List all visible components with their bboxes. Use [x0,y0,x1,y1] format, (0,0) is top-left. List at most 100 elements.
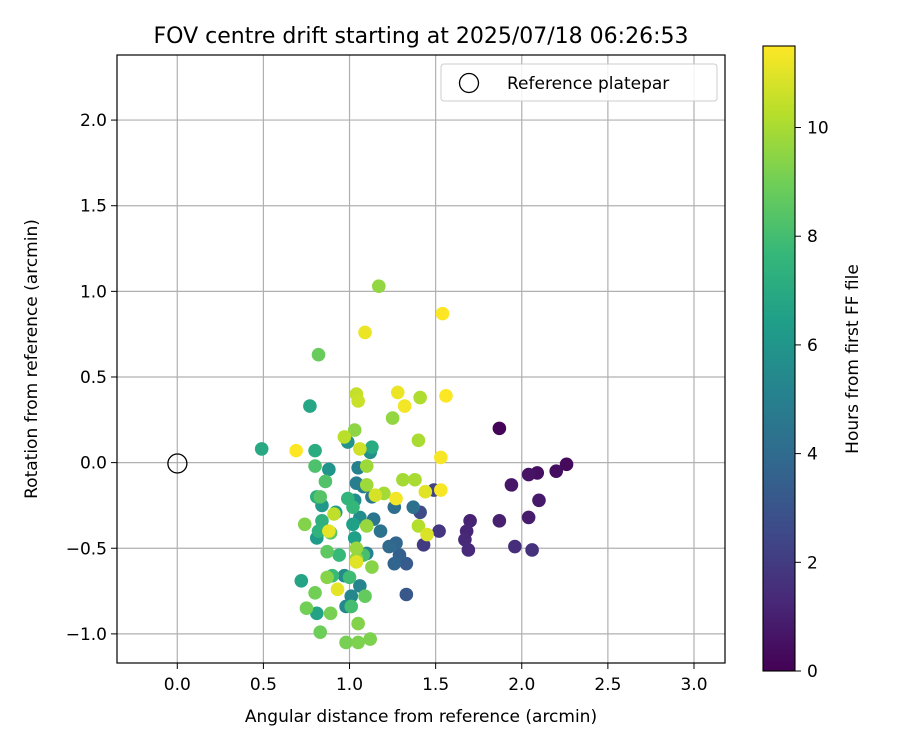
y-tick-label: 2.0 [80,111,107,131]
colorbar-tick-label: 8 [807,227,818,247]
reference-platepar-marker [167,453,188,474]
colorbar-gradient [762,45,796,672]
data-point [365,560,379,574]
data-point [420,527,434,542]
data-point [339,635,353,650]
data-point [351,394,365,408]
data-point [351,616,365,631]
data-point [342,570,357,585]
data-point [322,524,336,538]
data-point [332,548,346,562]
y-tick-label: −0.5 [66,539,107,559]
data-point [411,433,426,448]
data-point [289,443,303,458]
data-point [559,457,574,472]
legend-box [440,63,718,102]
data-point [458,532,472,547]
data-point [390,385,405,400]
data-point [353,442,367,456]
data-point [399,587,414,602]
colorbar-tick-label: 10 [807,119,829,139]
grid [117,55,725,663]
data-point [521,510,536,525]
data-point [373,524,388,538]
data-point [353,579,367,593]
data-point [297,517,312,532]
data-point [504,478,519,492]
y-tick-label: 1.0 [80,282,107,302]
x-tick-label: 2.5 [594,675,621,695]
data-point [349,541,364,556]
x-tick-label: 3.0 [680,675,707,695]
data-point [330,582,345,597]
data-point [323,606,338,621]
data-point [397,399,412,413]
y-tick-label: 1.5 [80,197,107,217]
data-points [254,279,574,650]
x-tick-label: 0.0 [164,675,191,695]
x-tick-label: 1.5 [422,675,449,695]
data-point [418,484,433,499]
data-point [359,478,374,492]
data-point [308,443,322,458]
data-point [308,585,322,600]
data-point [358,325,372,340]
data-point [294,573,309,588]
data-point [382,539,396,554]
data-point [359,459,374,473]
chart-title: FOV centre drift starting at 2025/07/18 … [154,24,689,49]
data-point [521,467,536,482]
colorbar-tick-label: 0 [807,662,818,682]
data-point [363,632,377,646]
data-point [311,347,326,362]
data-point [308,459,322,473]
data-point [344,599,359,614]
data-point [346,517,360,532]
colorbar-tick-label: 2 [807,553,818,573]
data-point [372,279,386,294]
data-point [365,440,379,455]
plot-frame [116,54,726,664]
data-point [434,450,448,465]
data-point [315,514,329,528]
data-point [413,390,427,405]
data-point [439,389,453,403]
data-point [532,493,546,508]
data-point [299,601,314,615]
data-point [435,306,450,321]
data-point [385,411,400,425]
data-point [549,464,564,478]
y-tick-label: −1.0 [66,625,107,645]
data-point [358,589,372,604]
data-point [411,519,426,533]
colorbar-ticks: 0 2 4 6 8 10 [795,119,829,682]
colorbar-label: Hours from first FF file [843,264,863,454]
data-point [408,472,422,487]
data-point [492,421,507,436]
data-point [368,488,383,502]
data-point [416,538,431,552]
data-point [387,556,402,571]
y-tick-label: 0.0 [80,454,107,474]
data-point [389,491,403,506]
data-point [349,555,364,569]
data-point [313,490,328,504]
data-point [359,519,374,533]
data-point [322,462,336,477]
data-point [346,500,360,514]
colorbar-tick-label: 4 [807,445,818,465]
data-point [313,625,328,639]
data-point [492,514,507,528]
data-point [347,423,362,437]
x-tick-label: 1.0 [336,675,363,695]
data-point [344,589,359,604]
legend: Reference platepar [440,63,718,102]
data-point [508,539,522,554]
data-point [318,474,333,489]
y-axis-ticks: −1.0 −0.5 0.0 0.5 1.0 1.5 2.0 [66,111,117,645]
data-point [327,507,341,521]
data-point [525,543,539,557]
x-axis-label: Angular distance from reference (arcmin) [245,707,597,727]
data-point [434,483,448,497]
